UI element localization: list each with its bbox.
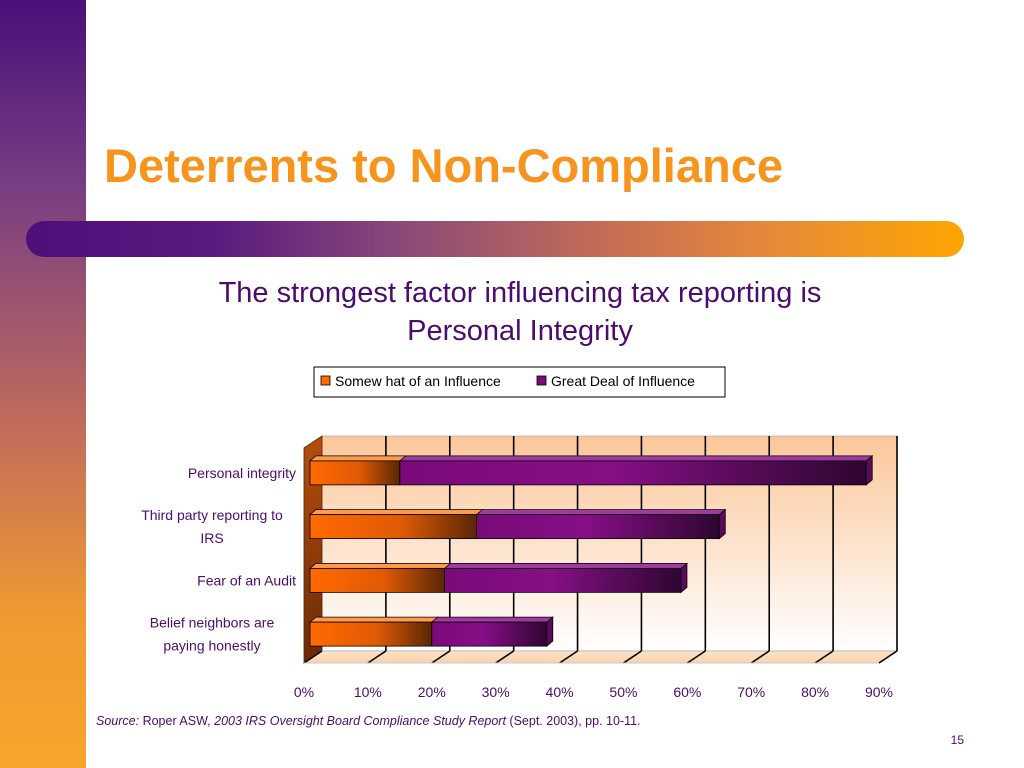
bar-great-deal-top [443,562,689,569]
subtitle-line-1: The strongest factor influencing tax rep… [218,277,822,309]
bar-great-deal-top [430,616,554,623]
title-underline-bar [26,221,964,257]
bar-somewhat-top [308,509,484,516]
category-labels: Personal integrity Third party reporting … [141,465,296,654]
bar-great-deal-top [475,509,727,516]
bar-great-deal [399,460,867,486]
bar-great-deal [444,567,682,593]
slide-title: Deterrents to Non-Compliance [104,139,783,192]
bar-somewhat [309,514,477,540]
gridline-floor [559,650,578,664]
bar-great-deal-end [546,616,554,647]
x-tick-label: 60% [673,684,701,700]
x-tick-label: 0% [294,684,314,700]
x-tick-label: 80% [801,684,829,700]
bar-somewhat [309,460,401,486]
gridline-floor [303,650,323,664]
legend-swatch-great-deal [536,375,547,386]
category-label: paying honestly [163,638,260,654]
legend-label-great-deal: Great Deal of Influence [551,373,695,389]
category-label: Fear of an Audit [197,572,296,588]
source-label: Source: [96,714,140,728]
gridline-floor [367,650,387,664]
subtitle-line-2: Personal Integrity [407,315,633,347]
bar-great-deal-end [865,455,873,486]
bars [308,455,874,647]
category-label: Personal integrity [188,465,296,481]
bar-somewhat-top [308,455,407,462]
x-tick-label: 70% [737,684,765,700]
x-tick-label: 90% [865,684,893,700]
bar-great-deal [431,621,548,647]
source-author: Roper ASW, [139,714,215,728]
gridline-floor [495,650,515,664]
bar-somewhat [309,567,445,593]
bar-great-deal [476,514,720,540]
gridline-floor [623,650,642,664]
gridline-floor [686,650,706,664]
slide-subtitle: The strongest factor influencing tax rep… [120,274,920,350]
bar-somewhat-top [308,616,439,623]
bar-somewhat [309,621,433,647]
category-label: IRS [200,530,223,546]
page-number: 15 [950,733,964,747]
gridline-floor [431,650,451,664]
source-report-title: 2003 IRS Oversight Board Compliance Stud… [214,714,506,728]
legend-label-somewhat: Somew hat of an Influence [335,373,501,389]
legend-swatch-somewhat [320,375,331,386]
x-tick-label: 20% [418,684,446,700]
legend-box [313,366,726,398]
chart-legend: Somew hat of an Influence Great Deal of … [313,366,726,398]
bar-great-deal-end [718,508,726,540]
source-details: (Sept. 2003), pp. 10-11. [505,714,641,728]
category-label: Belief neighbors are [150,615,275,631]
category-label: Third party reporting to [141,507,283,523]
gridline-floor [878,650,898,664]
plot-floor [302,650,899,664]
x-tick-label: 30% [482,684,510,700]
bar-somewhat-top [308,562,452,569]
x-axis-tick-labels: 0% 10% 20% 30% 40% 50% 60% 70% 80% 90% [294,684,893,700]
gridline-floor [750,650,770,664]
x-tick-label: 40% [546,684,574,700]
bar-great-deal-end [680,562,688,594]
bar-great-deal-top [398,455,874,462]
plot-background [302,435,899,664]
left-decor-bar [0,0,86,768]
gridline-floor [814,650,834,664]
source-citation: Source: Roper ASW, 2003 IRS Oversight Bo… [96,714,641,728]
x-tick-label: 10% [354,684,382,700]
x-tick-label: 50% [609,684,637,700]
